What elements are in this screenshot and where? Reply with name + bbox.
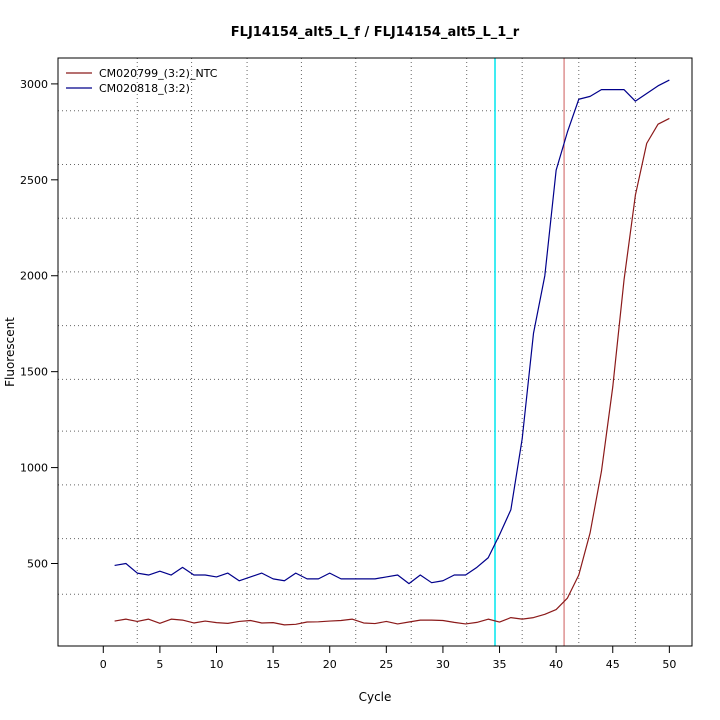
y-axis-label: Fluorescent (3, 317, 17, 387)
chart-title: FLJ14154_alt5_L_f / FLJ14154_alt5_L_1_r (231, 25, 520, 40)
legend-label-1: CM020799_(3:2)_NTC (99, 67, 218, 80)
y-tick-label: 2500 (20, 174, 48, 187)
x-tick-label: 5 (156, 658, 163, 671)
x-tick-label: 50 (662, 658, 676, 671)
y-tick-label: 1500 (20, 366, 48, 379)
x-tick-label: 10 (210, 658, 224, 671)
series-line-1 (114, 117, 670, 626)
series-lines (114, 79, 670, 626)
x-axis-label: Cycle (359, 690, 392, 704)
x-tick-label: 25 (379, 658, 393, 671)
x-tick-label: 40 (549, 658, 563, 671)
y-tick-label: 3000 (20, 78, 48, 91)
y-tick-label: 500 (27, 558, 48, 571)
y-axis: 500 1000 1500 2000 2500 3000 (20, 78, 59, 571)
x-tick-label: 20 (323, 658, 337, 671)
x-tick-label: 0 (100, 658, 107, 671)
series-line-2 (114, 79, 670, 585)
legend-label-2: CM020818_(3:2) (99, 82, 190, 95)
threshold-lines (494, 58, 565, 646)
grid (58, 58, 692, 646)
x-tick-label: 30 (436, 658, 450, 671)
y-tick-label: 1000 (20, 462, 48, 475)
x-axis: 0 5 10 15 20 25 30 35 40 45 50 (100, 645, 676, 671)
y-tick-label: 2000 (20, 270, 48, 283)
legend: CM020799_(3:2)_NTC CM020818_(3:2) (66, 67, 218, 95)
x-tick-label: 45 (606, 658, 620, 671)
x-tick-label: 35 (493, 658, 507, 671)
x-tick-label: 15 (266, 658, 280, 671)
